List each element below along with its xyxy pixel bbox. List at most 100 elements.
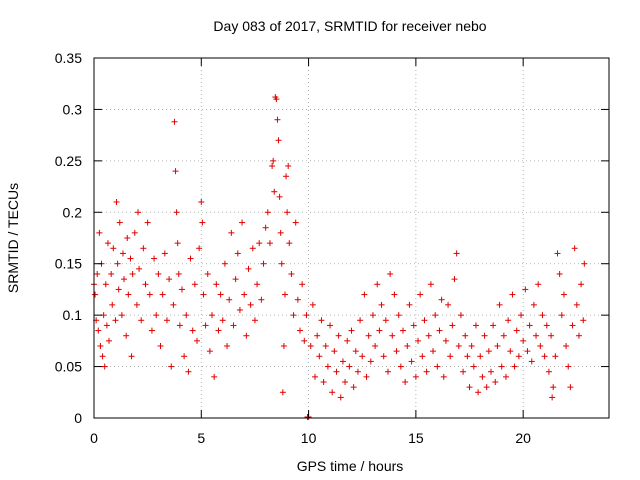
data-point <box>438 296 445 303</box>
data-point <box>477 353 484 360</box>
data-point <box>101 363 108 370</box>
x-tick-label: 5 <box>197 430 205 446</box>
data-point <box>173 209 180 216</box>
data-point <box>494 343 501 349</box>
data-point <box>251 317 258 324</box>
data-point <box>492 379 499 385</box>
data-point <box>161 250 168 257</box>
data-point <box>537 343 544 349</box>
data-point <box>175 271 182 277</box>
data-point <box>455 343 462 349</box>
data-point <box>357 317 364 324</box>
x-axis-label: GPS time / hours <box>297 458 404 474</box>
data-point <box>374 281 381 288</box>
data-point <box>485 348 492 355</box>
data-points <box>91 94 588 420</box>
data-point <box>464 353 471 360</box>
data-point <box>189 327 196 334</box>
data-point <box>241 291 248 298</box>
data-point <box>129 271 136 277</box>
data-point <box>451 276 458 283</box>
data-point <box>106 337 113 344</box>
data-point <box>191 281 198 288</box>
data-point <box>575 332 582 339</box>
data-point <box>548 332 555 339</box>
data-point <box>500 332 507 339</box>
data-point <box>113 199 120 205</box>
data-point <box>397 363 404 370</box>
data-point <box>103 322 110 329</box>
data-point <box>155 271 162 277</box>
data-point <box>543 322 550 329</box>
data-point <box>125 291 132 298</box>
y-tick-label: 0.25 <box>55 153 82 169</box>
data-point <box>133 301 140 308</box>
data-point <box>406 301 413 308</box>
data-point <box>171 118 178 125</box>
data-point <box>445 301 452 308</box>
data-point <box>270 157 277 164</box>
data-point <box>389 332 396 339</box>
data-point <box>174 240 181 247</box>
data-point <box>434 363 441 370</box>
data-point <box>565 363 572 370</box>
y-tick-label: 0 <box>74 410 82 426</box>
data-point <box>522 286 529 293</box>
data-point <box>535 281 542 288</box>
data-point <box>344 337 351 344</box>
data-point <box>204 271 211 277</box>
data-point <box>109 301 116 308</box>
data-point <box>309 301 316 308</box>
plot-frame <box>93 57 610 419</box>
x-tick-label: 20 <box>515 430 531 446</box>
data-point <box>427 281 434 288</box>
data-point <box>239 219 246 226</box>
data-point <box>196 245 203 252</box>
data-point <box>402 379 409 385</box>
data-point <box>288 271 295 277</box>
data-point <box>178 286 185 293</box>
data-point <box>432 312 439 319</box>
data-point <box>112 317 119 324</box>
data-point <box>262 224 269 231</box>
data-point <box>163 317 170 324</box>
data-point <box>442 337 449 344</box>
data-point <box>131 229 138 236</box>
data-point <box>264 209 271 216</box>
data-point <box>481 332 488 339</box>
data-point <box>337 394 344 401</box>
data-point <box>369 312 376 319</box>
data-point <box>303 312 310 319</box>
data-point <box>425 332 432 339</box>
data-point <box>333 368 340 375</box>
data-point <box>518 312 525 319</box>
data-point <box>116 219 123 226</box>
x-tick-label: 15 <box>408 430 424 446</box>
y-tick-label: 0.3 <box>63 101 83 117</box>
data-point <box>417 291 424 298</box>
data-point <box>400 327 406 334</box>
data-point <box>228 229 235 236</box>
data-point <box>320 379 327 385</box>
data-point <box>580 317 587 324</box>
data-point <box>520 337 527 344</box>
data-point <box>170 301 177 308</box>
data-point <box>159 291 166 298</box>
data-point <box>479 373 486 380</box>
data-point <box>168 363 175 370</box>
data-point <box>104 240 111 247</box>
data-point <box>462 332 469 339</box>
axis-ticks: 0 0.05 0.1 0.15 0.2 0.25 0.3 0.35 0 5 10 15 20 <box>55 50 609 446</box>
data-point <box>380 353 387 360</box>
data-point <box>419 353 426 360</box>
data-point <box>503 373 509 380</box>
data-point <box>209 312 216 319</box>
data-point <box>556 271 563 277</box>
data-point <box>286 240 293 247</box>
chart-title: Day 083 of 2017, SRMTID for receiver neb… <box>213 18 486 34</box>
data-point <box>558 312 565 319</box>
data-point <box>258 296 265 303</box>
data-point <box>148 327 155 334</box>
data-point <box>283 173 290 180</box>
data-point <box>352 348 359 355</box>
